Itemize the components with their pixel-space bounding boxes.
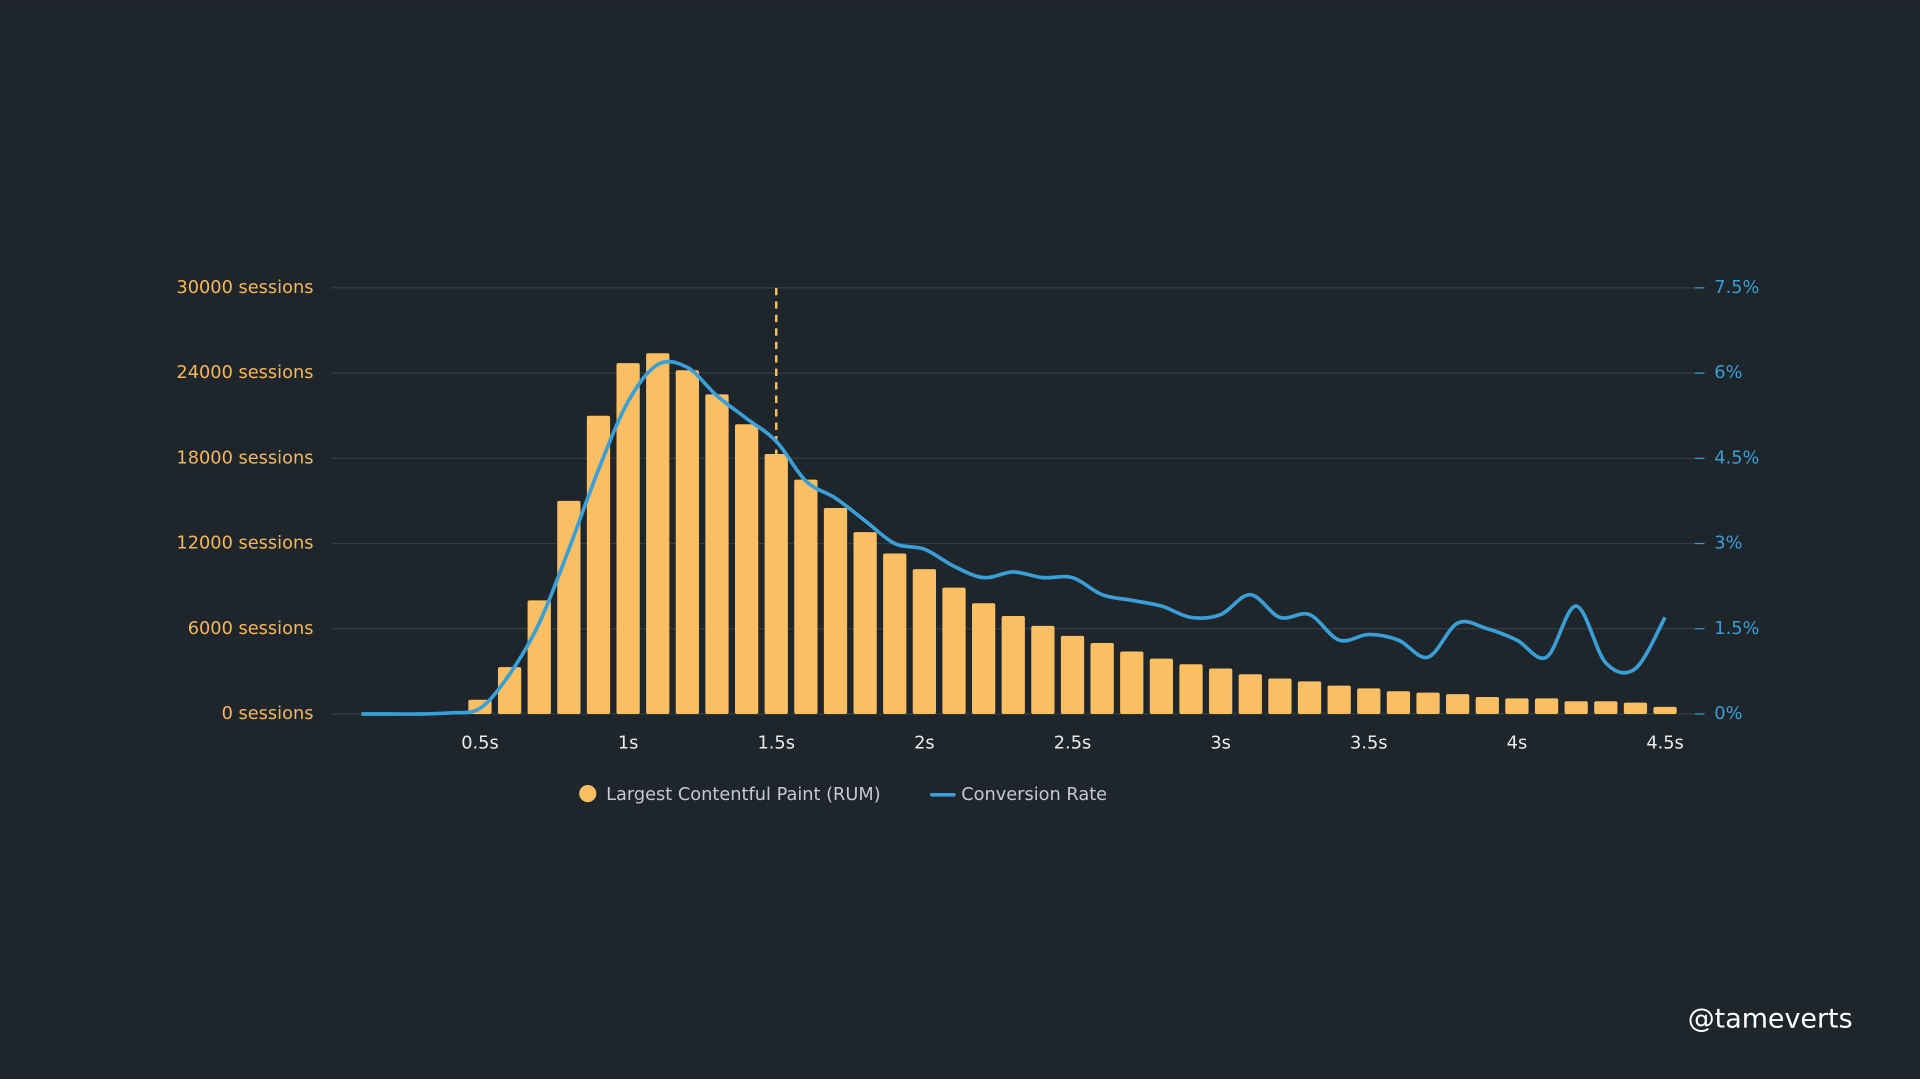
bar [1268, 678, 1292, 714]
y2-tick-label: 3% [1714, 534, 1742, 554]
bar [497, 667, 522, 714]
x-tick-label: 3s [1210, 733, 1231, 753]
bar [705, 394, 729, 714]
x-tick-label: 1.5s [758, 733, 795, 753]
y-tick-label: 30000 sessions [176, 278, 313, 298]
bar [972, 603, 996, 714]
bar [1238, 674, 1262, 714]
bar [1653, 706, 1677, 714]
bar [1594, 701, 1618, 714]
y-tick-label: 12000 sessions [176, 534, 313, 554]
bar [1446, 694, 1470, 714]
x-tick-label: 2s [914, 733, 935, 753]
bar [675, 370, 699, 714]
bar [1327, 685, 1351, 714]
bar [764, 454, 788, 714]
bar [1534, 698, 1559, 714]
bar [1357, 688, 1381, 714]
x-tick-label: 4.5s [1646, 733, 1683, 753]
y-tick-label: 18000 sessions [176, 448, 313, 468]
bar [942, 587, 966, 714]
bar [1386, 691, 1411, 714]
y2-tick-label: 1.5% [1714, 619, 1759, 639]
bar [1090, 642, 1114, 714]
bar [823, 508, 848, 714]
y-tick-label: 6000 sessions [188, 619, 314, 639]
y2-tick-label: 0% [1714, 704, 1742, 724]
bar [1120, 651, 1144, 714]
legend-swatch [579, 785, 597, 803]
legend-label: Largest Contentful Paint (RUM) [606, 785, 881, 805]
bar [1564, 701, 1588, 714]
bar [527, 600, 551, 714]
bar [1001, 615, 1025, 714]
bar [883, 553, 907, 714]
bar [586, 415, 611, 714]
bar [1179, 664, 1203, 714]
bar [1475, 696, 1499, 714]
bar [1031, 625, 1055, 714]
y2-tick-label: 7.5% [1714, 278, 1759, 298]
bar [1416, 692, 1440, 714]
x-tick-label: 1s [618, 733, 639, 753]
line [361, 359, 1667, 716]
x-tick-label: 0.5s [461, 733, 498, 753]
y2-tick-label: 6% [1714, 363, 1742, 383]
bar [1623, 702, 1648, 714]
bar [646, 353, 670, 714]
bar [794, 479, 818, 714]
bar [1209, 668, 1233, 714]
x-tick-label: 2.5s [1054, 733, 1091, 753]
y2-tick-label: 4.5% [1714, 448, 1759, 468]
legend-label: Conversion Rate [961, 785, 1107, 805]
bar [1060, 635, 1085, 714]
bar [1297, 681, 1322, 714]
bar [734, 424, 759, 714]
bar [912, 569, 937, 714]
bar [1149, 658, 1174, 714]
x-tick-label: 4s [1507, 733, 1528, 753]
bar [1505, 698, 1529, 714]
bar [616, 363, 640, 714]
watermark: @tameverts [1688, 1004, 1853, 1035]
y-tick-label: 0 sessions [222, 704, 314, 724]
bar [557, 500, 581, 714]
bar [853, 532, 877, 714]
y-tick-label: 24000 sessions [176, 363, 313, 383]
x-tick-label: 3.5s [1350, 733, 1387, 753]
